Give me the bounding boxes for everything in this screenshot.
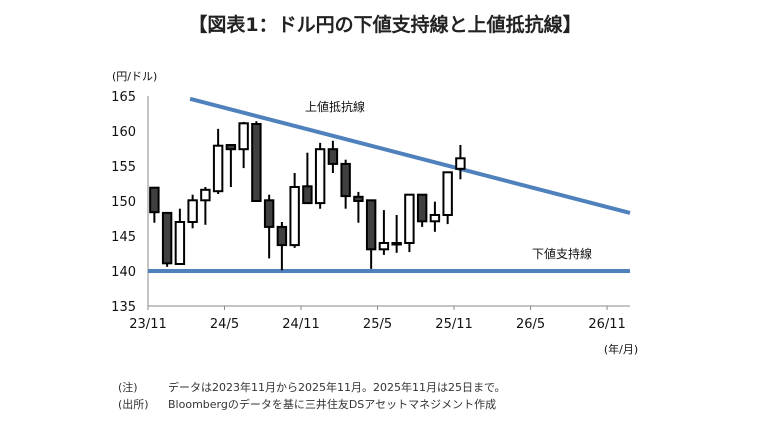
candle-bullish: [238, 122, 249, 151]
candle-bearish: [161, 211, 173, 265]
y-tick-label: 145: [111, 230, 136, 245]
x-tick-label: 26/11: [588, 317, 625, 332]
candle-bullish: [442, 171, 453, 217]
candle-bearish: [251, 123, 262, 202]
x-tick-label: 24/5: [210, 317, 239, 332]
candle-bearish: [149, 186, 160, 214]
candle-bearish: [416, 193, 428, 223]
candle-bullish: [429, 214, 441, 223]
source-text: Bloombergのデータを基に三井住友DSアセットマネジメント作成: [168, 398, 497, 411]
candle-bullish: [378, 242, 390, 251]
candle-bearish: [225, 144, 237, 151]
resistance-line-label: 上値抵抗線: [305, 99, 365, 114]
candle-bearish: [327, 148, 339, 165]
candle-bearish: [263, 199, 275, 228]
note-text: データは2023年11月から2025年11月。2025年11月は25日まで。: [168, 381, 506, 394]
x-tick-label: 24/11: [282, 317, 319, 332]
y-tick-label: 140: [111, 265, 136, 280]
note-key: (注): [118, 381, 138, 394]
support-line-label: 下値支持線: [532, 246, 592, 261]
candle-bullish: [212, 144, 224, 193]
source-row: (出所) Bloombergのデータを基に三井住友DSアセットマネジメント作成: [118, 396, 496, 412]
y-tick-label: 155: [111, 160, 136, 175]
note-row: (注) データは2023年11月から2025年11月。2025年11月は25日まで…: [118, 379, 506, 395]
resistance-line: [189, 96, 631, 215]
chart-title: 【図表1：ドル円の下値支持線と上値抵抗線】: [188, 14, 582, 36]
candle-bearish: [353, 195, 364, 203]
x-axis-unit: (年/月): [604, 342, 638, 356]
candle-bullish: [391, 242, 402, 246]
x-tick-label: 26/5: [516, 317, 545, 332]
candle-bullish: [289, 186, 300, 247]
y-tick-label: 135: [111, 300, 136, 315]
candle-bearish: [302, 185, 313, 205]
candle-bearish: [340, 162, 351, 198]
source-key: (出所): [118, 398, 149, 411]
candle-bullish: [174, 221, 186, 265]
y-tick-label: 160: [111, 125, 136, 140]
candle-bearish: [276, 225, 288, 247]
candle-bullish: [455, 157, 466, 170]
candle-bearish: [365, 199, 377, 251]
x-tick-label: 23/11: [129, 317, 166, 332]
candle-bullish: [187, 199, 198, 224]
y-tick-label: 165: [111, 90, 136, 105]
y-axis-unit: (円/ドル): [112, 70, 157, 83]
x-tick-label: 25/11: [435, 317, 472, 332]
candlestick-chart: 135 140 145 150 155 160 165 (円/ドル) 23/11 24/5 24/1…: [111, 70, 638, 356]
y-tick-label: 150: [111, 195, 136, 210]
x-tick-label: 25/5: [363, 317, 392, 332]
candle-bullish: [200, 188, 211, 202]
candle-bullish: [404, 193, 415, 244]
candle-bullish: [314, 148, 326, 205]
